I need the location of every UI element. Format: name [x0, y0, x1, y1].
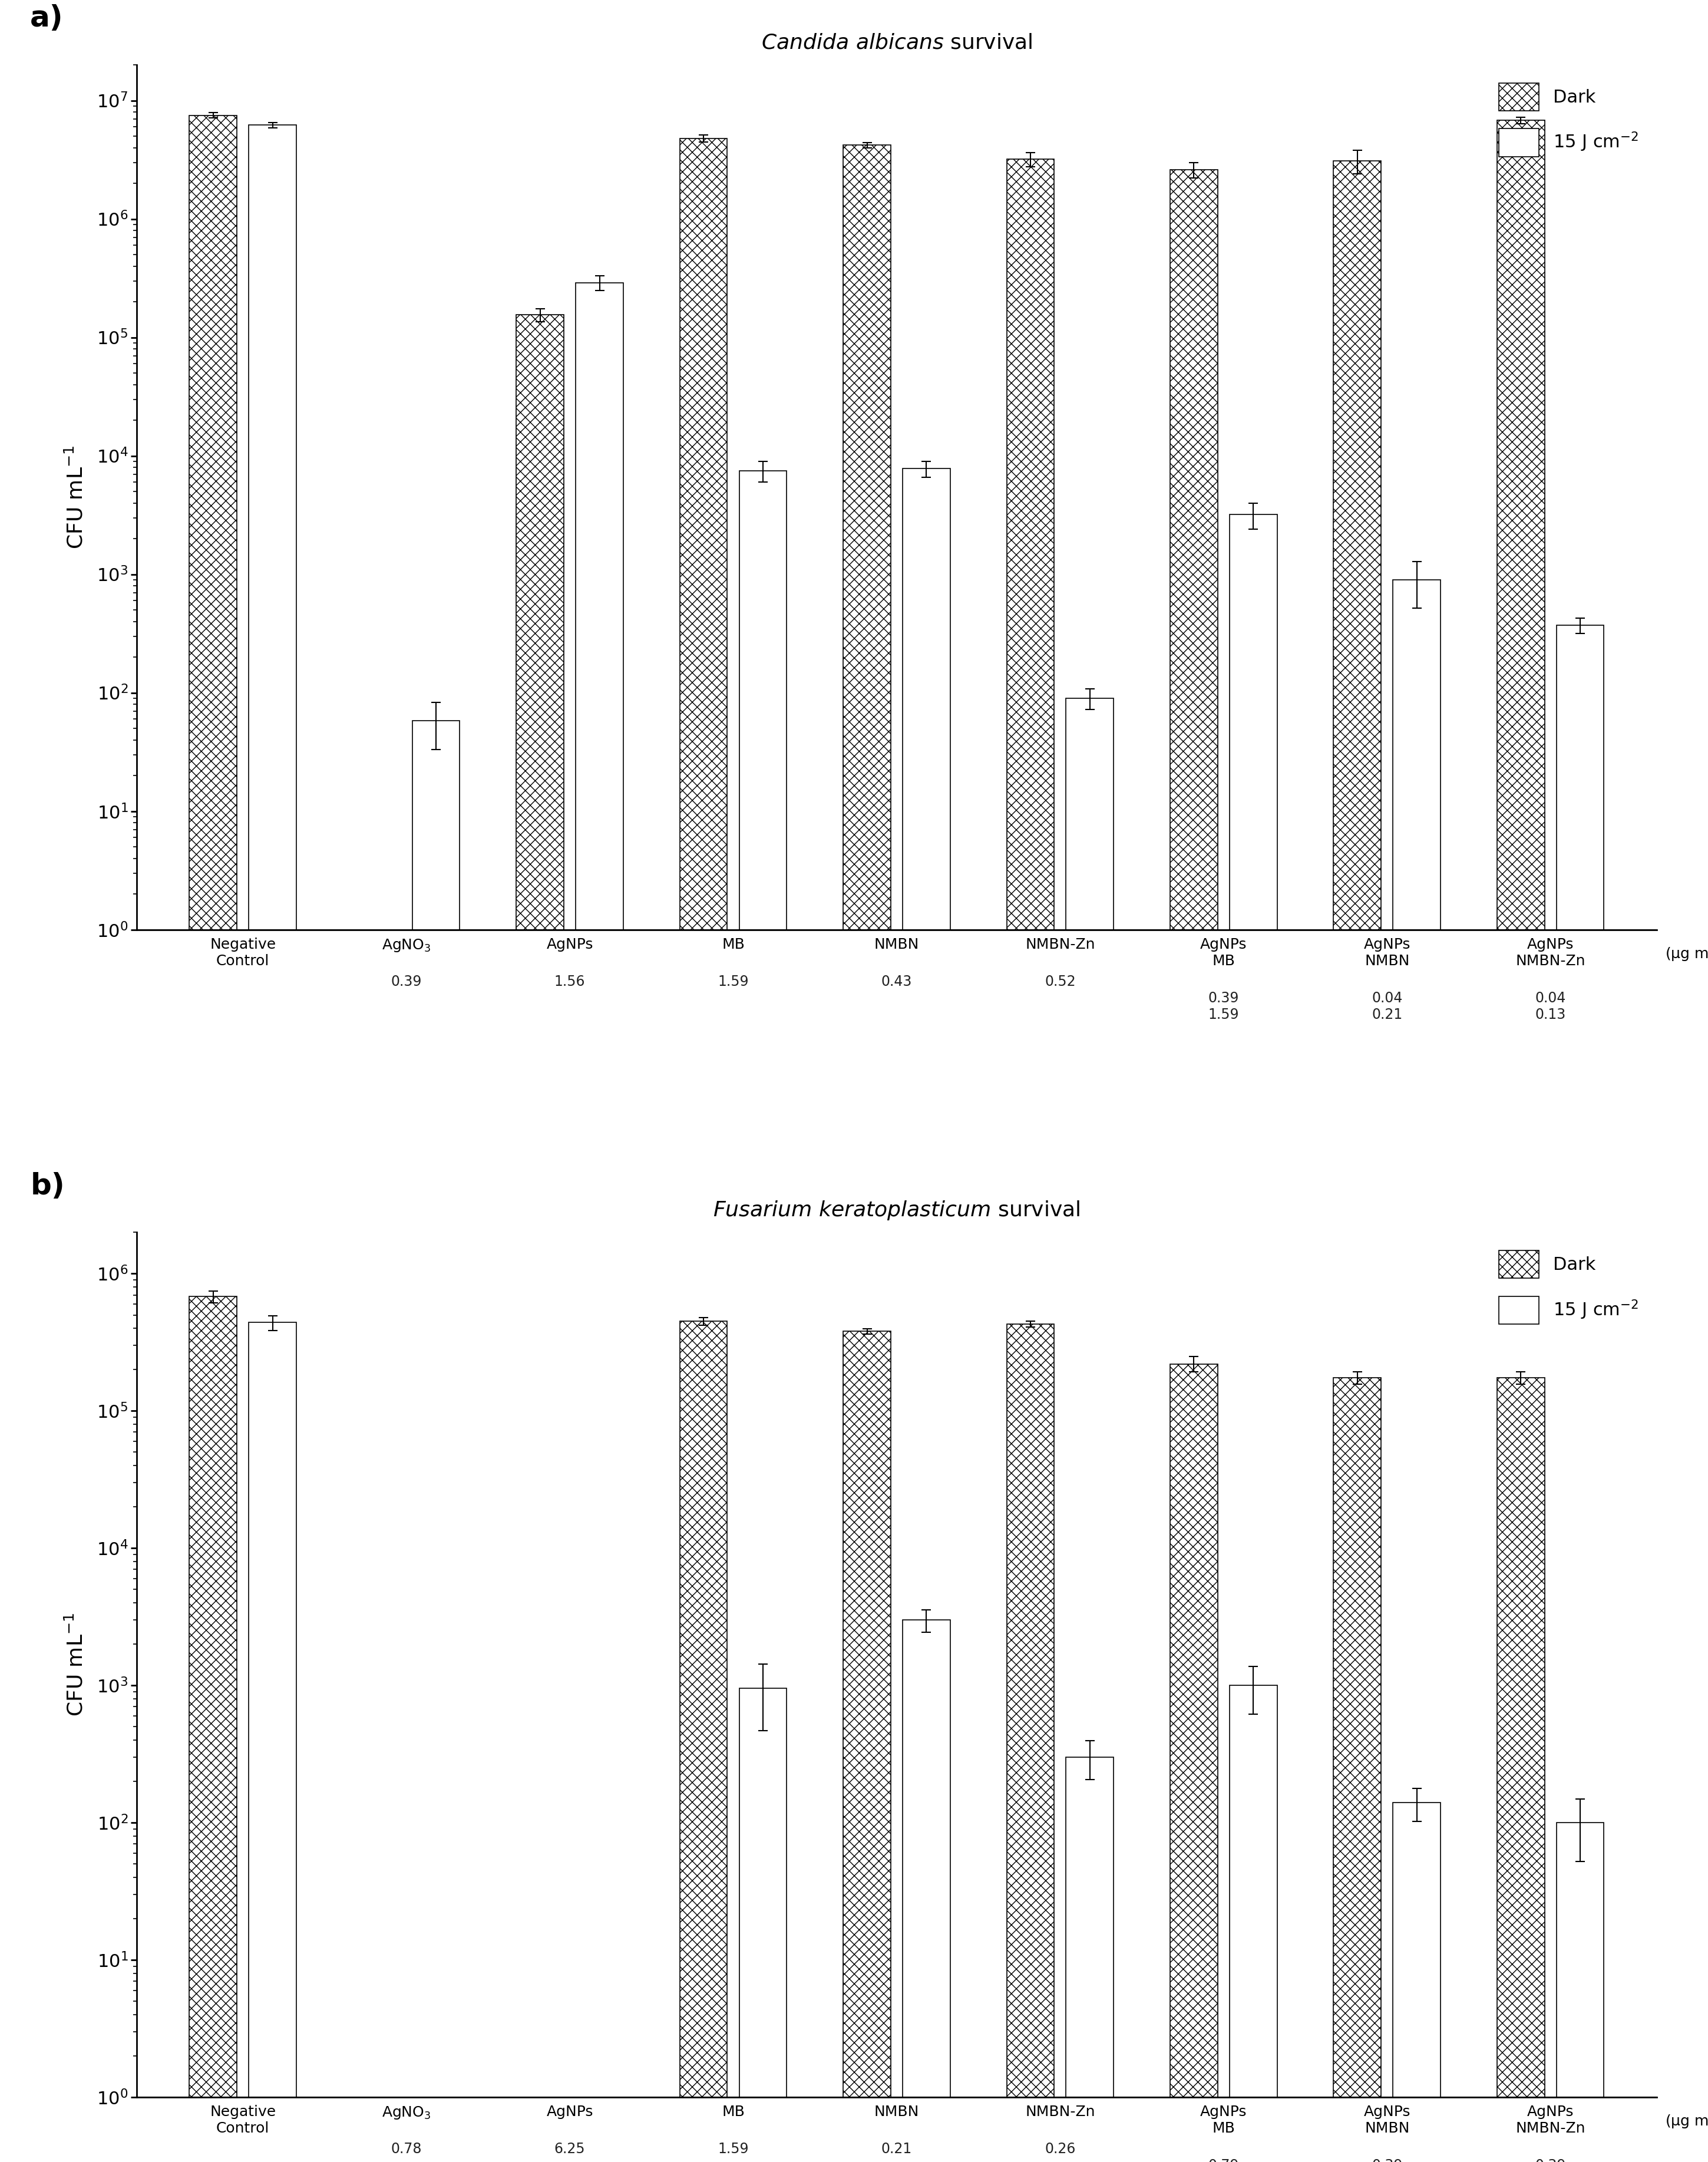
- Y-axis label: CFU mL$^{-1}$: CFU mL$^{-1}$: [65, 1613, 87, 1717]
- Bar: [1066, 1758, 1114, 2097]
- Text: 6.25: 6.25: [555, 2143, 586, 2156]
- Bar: [1230, 515, 1278, 930]
- Text: 0.52: 0.52: [1045, 975, 1076, 988]
- Text: 1.56: 1.56: [555, 975, 586, 988]
- Bar: [1334, 160, 1382, 930]
- Text: 0.39: 0.39: [1535, 2158, 1566, 2162]
- Text: 0.79: 0.79: [1208, 2158, 1238, 2162]
- Text: (μg mL$^{-1}$): (μg mL$^{-1}$): [1665, 945, 1708, 964]
- Bar: [1006, 1323, 1054, 2097]
- Legend: Dark, 15 J cm$^{-2}$: Dark, 15 J cm$^{-2}$: [1489, 74, 1648, 166]
- Bar: [249, 1323, 297, 2097]
- Legend: Dark, 15 J cm$^{-2}$: Dark, 15 J cm$^{-2}$: [1489, 1241, 1648, 1334]
- Title: $\mathit{Candida\ albicans}$ survival: $\mathit{Candida\ albicans}$ survival: [762, 32, 1032, 52]
- Bar: [516, 316, 564, 930]
- Text: b): b): [31, 1172, 65, 1200]
- Bar: [1496, 1377, 1544, 2097]
- Text: 1.59: 1.59: [1208, 1007, 1238, 1023]
- Text: a): a): [31, 4, 63, 32]
- Text: 0.26: 0.26: [1045, 2143, 1076, 2156]
- Text: 0.39: 0.39: [391, 975, 422, 988]
- Y-axis label: CFU mL$^{-1}$: CFU mL$^{-1}$: [65, 445, 87, 549]
- Text: 0.78: 0.78: [391, 2143, 422, 2156]
- Bar: [1556, 625, 1604, 930]
- Text: 1.59: 1.59: [717, 975, 748, 988]
- Text: 1.59: 1.59: [717, 2143, 748, 2156]
- Text: 0.04: 0.04: [1535, 990, 1566, 1005]
- Bar: [412, 720, 459, 930]
- Bar: [844, 1332, 892, 2097]
- Bar: [740, 1689, 787, 2097]
- Bar: [680, 1321, 728, 2097]
- Bar: [902, 1619, 950, 2097]
- Text: 0.13: 0.13: [1535, 1007, 1566, 1023]
- Bar: [1394, 1803, 1440, 2097]
- Title: $\mathit{Fusarium\ keratoplasticum}$ survival: $\mathit{Fusarium\ keratoplasticum}$ sur…: [712, 1200, 1081, 1222]
- Bar: [1556, 1823, 1604, 2097]
- Bar: [1006, 160, 1054, 930]
- Bar: [1334, 1377, 1382, 2097]
- Bar: [1496, 121, 1544, 930]
- Bar: [1170, 171, 1218, 930]
- Text: (μg mL$^{-1}$): (μg mL$^{-1}$): [1665, 2112, 1708, 2132]
- Bar: [249, 125, 297, 930]
- Bar: [1394, 579, 1440, 930]
- Bar: [576, 283, 623, 930]
- Bar: [844, 145, 892, 930]
- Text: 0.39: 0.39: [1208, 990, 1238, 1005]
- Text: 0.21: 0.21: [881, 2143, 912, 2156]
- Bar: [902, 469, 950, 930]
- Bar: [190, 1297, 237, 2097]
- Bar: [1066, 698, 1114, 930]
- Text: 0.43: 0.43: [881, 975, 912, 988]
- Text: 0.04: 0.04: [1372, 990, 1402, 1005]
- Text: 0.21: 0.21: [1372, 1007, 1402, 1023]
- Bar: [190, 115, 237, 930]
- Bar: [1170, 1364, 1218, 2097]
- Text: 0.39: 0.39: [1372, 2158, 1402, 2162]
- Bar: [1230, 1686, 1278, 2097]
- Bar: [680, 138, 728, 930]
- Bar: [740, 471, 787, 930]
